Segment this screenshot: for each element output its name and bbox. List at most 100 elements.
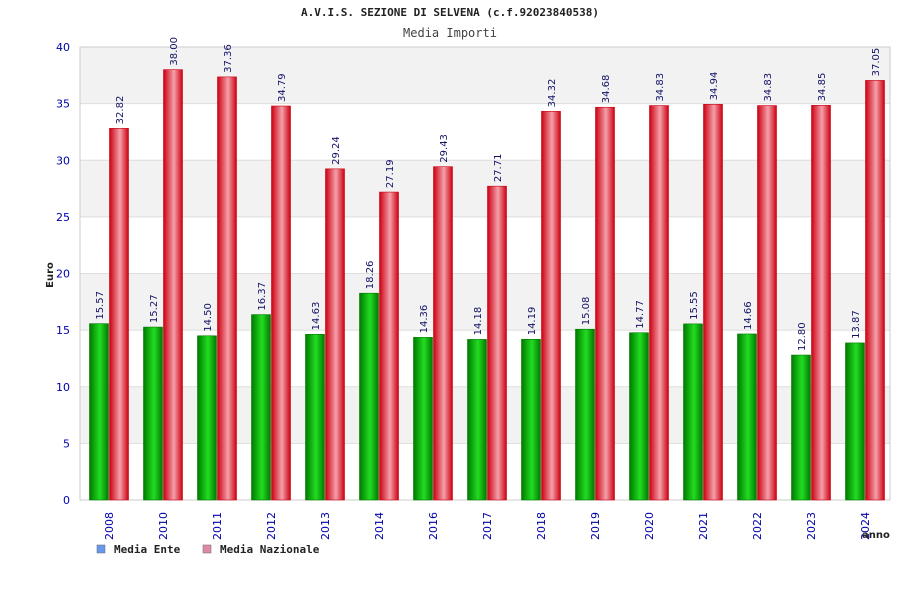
x-tick-label: 2008: [103, 512, 116, 540]
x-tick-label: 2016: [427, 512, 440, 540]
legend-label-media-nazionale: Media Nazionale: [220, 543, 320, 556]
bar-media-nazionale-2023: [811, 105, 831, 501]
legend-swatch-media-nazionale: [202, 544, 212, 554]
y-tick-label: 15: [56, 324, 70, 337]
y-axis-ticks: 0 5 10 15 20 25 30 35 40: [56, 41, 70, 507]
y-tick-label: 30: [56, 154, 70, 167]
bar-media-ente-2017: [467, 339, 487, 501]
bar-media-ente-2024: [845, 342, 865, 501]
bar-media-nazionale-2014: [379, 191, 399, 501]
x-tick-label: 2017: [481, 512, 494, 540]
bar-media-nazionale-2021: [703, 104, 723, 501]
data-label: 14.77: [635, 300, 646, 329]
bar-media-ente-2012: [251, 314, 271, 501]
bar-media-nazionale-2022: [757, 105, 777, 501]
chart-subtitle: Media Importi: [403, 26, 497, 40]
data-label: 14.66: [743, 301, 754, 330]
x-tick-label: 2019: [589, 512, 602, 540]
bar-media-ente-2023: [791, 354, 811, 501]
x-tick-label: 2012: [265, 512, 278, 540]
data-label: 27.19: [385, 159, 396, 188]
bar-media-nazionale-2013: [325, 168, 345, 501]
grid-band: [80, 160, 890, 217]
grid-band: [80, 47, 890, 104]
data-label: 32.82: [115, 96, 126, 125]
legend: Media Ente Media Nazionale: [96, 543, 320, 556]
bar-media-ente-2008: [89, 323, 109, 501]
data-label: 15.27: [149, 294, 160, 323]
x-tick-label: 2013: [319, 512, 332, 540]
bar-media-ente-2010: [143, 326, 163, 501]
bar-media-nazionale-2011: [217, 76, 237, 501]
data-label: 14.63: [311, 302, 322, 331]
bar-media-nazionale-2016: [433, 166, 453, 501]
x-tick-label: 2014: [373, 512, 386, 540]
data-label: 12.80: [797, 322, 808, 351]
data-label: 14.19: [527, 307, 538, 336]
bar-media-ente-2021: [683, 323, 703, 501]
bar-media-ente-2020: [629, 332, 649, 501]
data-label: 13.87: [851, 310, 862, 339]
chart-title: A.V.I.S. SEZIONE DI SELVENA (c.f.9202384…: [301, 6, 599, 19]
bar-media-nazionale-2012: [271, 105, 291, 501]
data-label: 15.55: [689, 291, 700, 320]
data-label: 16.37: [257, 282, 268, 311]
y-tick-label: 35: [56, 98, 70, 111]
y-tick-label: 25: [56, 211, 70, 224]
data-label: 29.24: [331, 136, 342, 165]
bar-media-nazionale-2019: [595, 106, 615, 501]
data-label: 34.85: [817, 73, 828, 102]
x-axis-label: anno: [862, 530, 890, 541]
data-label: 34.68: [601, 75, 612, 104]
data-label: 14.36: [419, 305, 430, 334]
data-label: 15.57: [95, 291, 106, 320]
bars: 15.57 32.82 15.27 38.00 14.50 37.36 16.37 34.79…: [89, 37, 885, 501]
data-label: 34.94: [709, 72, 720, 101]
data-label: 18.26: [365, 261, 376, 290]
data-label: 38.00: [169, 37, 180, 66]
bar-media-ente-2019: [575, 328, 595, 501]
data-label: 37.05: [871, 48, 882, 77]
legend-swatch-media-ente: [96, 544, 106, 554]
data-label: 37.36: [223, 44, 234, 73]
y-tick-label: 0: [63, 494, 70, 507]
legend-label-media-ente: Media Ente: [114, 543, 181, 556]
y-tick-label: 20: [56, 268, 70, 281]
y-axis-label: Euro: [45, 262, 56, 288]
data-label: 27.71: [493, 154, 504, 183]
data-label: 29.43: [439, 134, 450, 163]
x-tick-label: 2020: [643, 512, 656, 540]
x-tick-label: 2011: [211, 512, 224, 540]
x-tick-label: 2022: [751, 512, 764, 540]
bar-media-nazionale-2018: [541, 111, 561, 501]
bar-media-nazionale-2020: [649, 105, 669, 501]
y-tick-label: 10: [56, 381, 70, 394]
grid-band: [80, 103, 890, 161]
data-label: 34.79: [277, 73, 288, 102]
y-tick-label: 40: [56, 41, 70, 54]
x-axis-ticks: 2008 2010 2011 2012 2013 2014 2016 2017 2018 2019…: [103, 512, 872, 540]
data-label: 15.08: [581, 297, 592, 326]
x-tick-label: 2010: [157, 512, 170, 540]
data-label: 34.32: [547, 79, 558, 108]
grid-band: [80, 216, 890, 274]
data-label: 14.50: [203, 303, 214, 332]
x-tick-label: 2023: [805, 512, 818, 540]
bar-media-ente-2013: [305, 334, 325, 501]
bar-media-ente-2018: [521, 338, 541, 501]
data-label: 14.18: [473, 307, 484, 336]
bar-media-ente-2014: [359, 292, 379, 501]
bar-media-ente-2016: [413, 337, 433, 501]
data-label: 34.83: [655, 73, 666, 102]
bar-media-ente-2011: [197, 335, 217, 501]
bar-media-nazionale-2017: [487, 185, 507, 501]
grid-band: [80, 273, 890, 331]
bar-media-nazionale-2024: [865, 80, 885, 501]
data-label: 34.83: [763, 73, 774, 102]
bar-media-ente-2022: [737, 333, 757, 501]
x-tick-label: 2024: [859, 512, 872, 540]
bar-media-nazionale-2010: [163, 69, 183, 501]
y-tick-label: 5: [63, 437, 70, 450]
x-tick-label: 2018: [535, 512, 548, 540]
